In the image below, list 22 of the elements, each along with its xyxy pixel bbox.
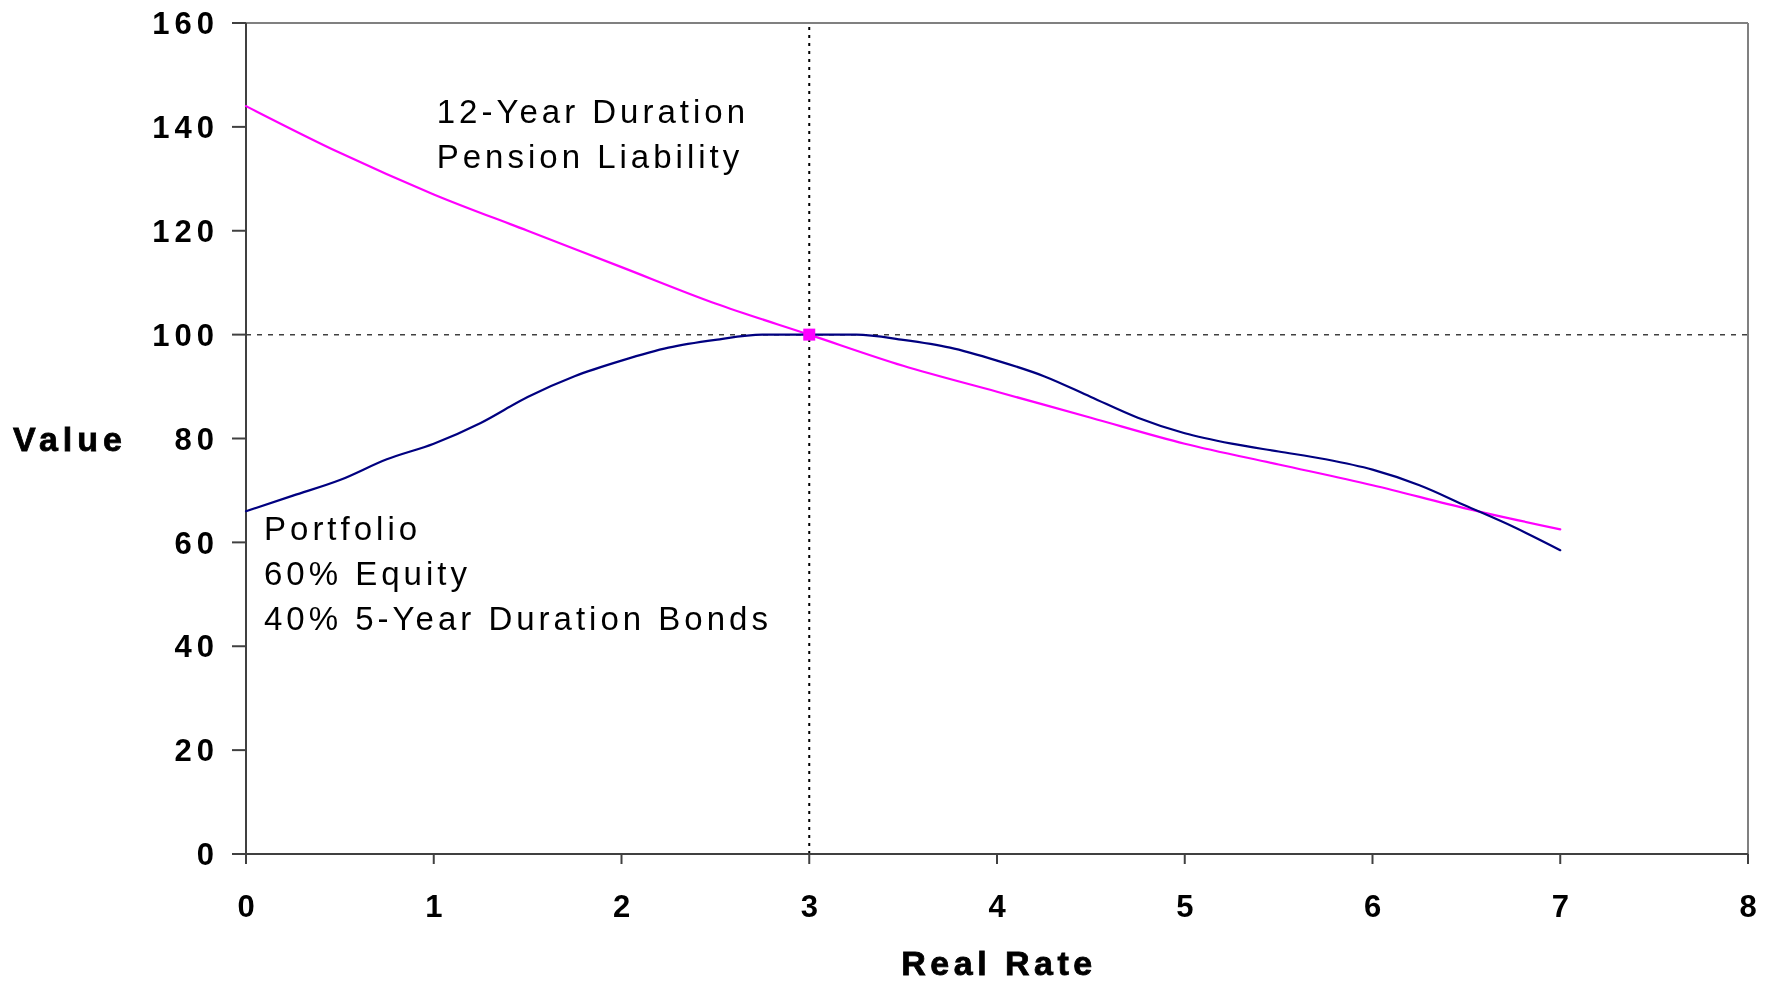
x-tick-label: 3	[800, 889, 823, 925]
y-tick-label: 140	[152, 110, 219, 146]
y-tick-label: 160	[152, 6, 219, 42]
y-tick-label: 20	[174, 733, 219, 769]
y-axis-title: Value	[13, 419, 127, 458]
y-tick-label: 80	[174, 421, 219, 457]
x-tick-label: 2	[612, 889, 636, 925]
series-label: 12-Year Duration Pension Liability	[436, 93, 750, 176]
x-tick-label: 0	[237, 889, 260, 925]
y-tick-label: 120	[152, 213, 219, 249]
y-tick-label: 60	[174, 525, 219, 561]
x-tick-label: 1	[425, 889, 448, 925]
x-tick-label: 8	[1739, 889, 1762, 925]
x-tick-label: 6	[1363, 889, 1387, 925]
series-label: Portfolio 60% Equity 40% 5-Year Duration Bonds	[264, 509, 772, 637]
y-tick-label: 0	[196, 837, 219, 873]
x-tick-label: 4	[988, 889, 1011, 925]
x-axis-title: Real Rate	[901, 944, 1097, 982]
y-tick-label: 40	[174, 629, 219, 665]
x-tick-label: 7	[1551, 889, 1574, 925]
x-tick-label: 5	[1176, 889, 1199, 925]
y-tick-label: 100	[152, 317, 219, 353]
